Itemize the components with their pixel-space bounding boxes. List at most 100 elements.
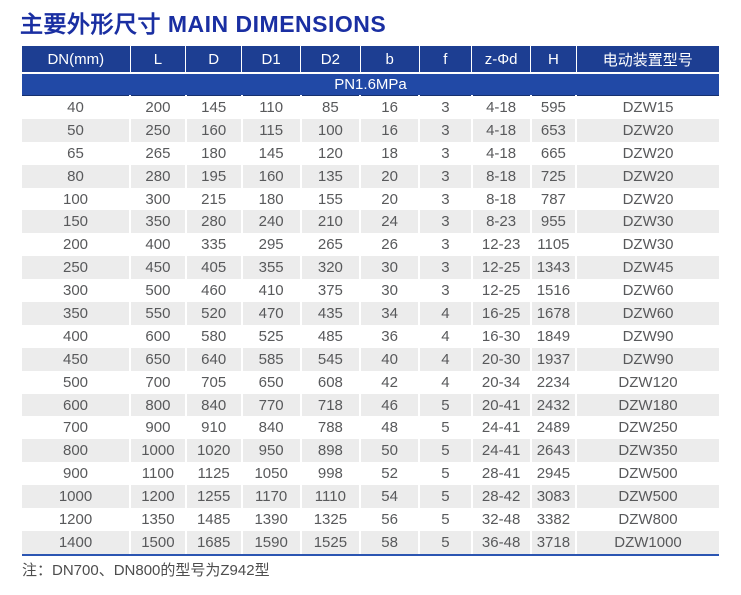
- table-cell: 300: [63, 282, 89, 300]
- table-cell: 5: [418, 530, 472, 554]
- column-header: D2: [300, 46, 360, 74]
- table-cell: DZW250: [575, 416, 719, 440]
- table-cell: 600: [22, 393, 131, 417]
- table-cell: 1678: [529, 302, 577, 325]
- table-cell: 1485: [184, 508, 242, 531]
- table-cell: DZW90: [575, 347, 719, 371]
- table-cell: 155: [299, 187, 360, 211]
- column-header: D1: [241, 46, 301, 74]
- table-cell: 240: [240, 210, 301, 234]
- table-cell: 1050: [240, 462, 301, 486]
- table-cell: 700: [129, 370, 186, 394]
- column-header: L: [129, 46, 186, 74]
- table-cell: 3: [418, 256, 472, 280]
- column-header: D: [185, 46, 242, 74]
- table-cell: 1937: [529, 347, 577, 371]
- table-cell: 3382: [529, 508, 577, 531]
- pn-subheader-row: PN1.6MPa: [22, 73, 719, 96]
- table-cell: 580: [184, 324, 242, 348]
- table-cell: 1125: [184, 462, 242, 486]
- table-cell: DZW60: [575, 302, 719, 325]
- table-cell: 3: [418, 187, 472, 211]
- table-cell: 460: [184, 279, 242, 303]
- table-cell: 1350: [129, 508, 186, 531]
- table-cell: DZW180: [575, 393, 719, 417]
- table-cell: 3718: [529, 530, 577, 554]
- footnote: 注：DN700、DN800的型号为Z942型: [22, 562, 270, 579]
- table-cell: 3083: [529, 485, 577, 509]
- table-cell: 58: [358, 530, 420, 554]
- table-cell: 653: [529, 118, 577, 142]
- table-cell: 900: [129, 416, 186, 440]
- table-cell: 8-23: [470, 210, 531, 234]
- table-cell: 2945: [529, 462, 577, 486]
- table-cell: 950: [240, 439, 301, 463]
- table-cell: DZW1000: [575, 530, 719, 554]
- table-cell: DZW30: [575, 233, 719, 257]
- table-cell: 46: [358, 393, 420, 417]
- table-cell: 52: [358, 462, 420, 486]
- table-cell: 4-18: [470, 118, 531, 142]
- column-header: H: [530, 46, 577, 74]
- table-cell: 1400: [22, 530, 131, 554]
- table-cell: 110: [240, 95, 301, 119]
- table-cell: 600: [129, 324, 186, 348]
- table-row: 500 700 705 650 608 42 4 20-34 2234 DZW120: [22, 370, 719, 394]
- table-cell: 800: [22, 439, 131, 463]
- table-cell: 280: [129, 164, 186, 188]
- table-row: 1200 1350 1485 1390 1325 56 5 32-48 3382 DZW800: [22, 508, 719, 531]
- table-cell: 788: [299, 416, 360, 440]
- table-cell: 400: [63, 327, 89, 345]
- column-header: f: [418, 46, 472, 74]
- table-cell: DZW500: [575, 485, 719, 509]
- table-cell: 1100: [129, 462, 186, 486]
- table-cell: 1343: [529, 256, 577, 280]
- table-cell: 250: [129, 118, 186, 142]
- table-cell: 840: [184, 393, 242, 417]
- table-cell: 26: [358, 233, 420, 257]
- table-row: 100 300 215 180 155 20 3 8-18 787 DZW20: [22, 187, 719, 211]
- table-cell: 4-18: [470, 141, 531, 165]
- table-cell: 1500: [129, 530, 186, 554]
- table-cell: 595: [529, 95, 577, 119]
- table-cell: 1516: [529, 279, 577, 303]
- table-cell: 3: [418, 95, 472, 119]
- table-cell: 135: [299, 164, 360, 188]
- table-cell: 410: [240, 279, 301, 303]
- table-head: DN(mm) L D D1 D2 b f z-Φd H 电动装置型号 PN1.6MPa: [22, 46, 719, 96]
- table-cell: 350: [129, 210, 186, 234]
- table-cell: 180: [240, 187, 301, 211]
- table-cell: 1020: [184, 439, 242, 463]
- table-cell: 85: [299, 95, 360, 119]
- table-row: 40 200 145 110 85 16 3 4-18 595 DZW15: [22, 95, 719, 119]
- table-cell: 5: [418, 416, 472, 440]
- table-cell: 1590: [240, 530, 301, 554]
- table-cell: 215: [184, 187, 242, 211]
- table-cell: 1525: [299, 530, 360, 554]
- table-cell: 30: [358, 279, 420, 303]
- table-cell: 28-42: [470, 485, 531, 509]
- table-cell: 28-41: [470, 462, 531, 486]
- table-cell: 650: [129, 347, 186, 371]
- table-cell: DZW20: [575, 141, 719, 165]
- table-cell: 3: [418, 233, 472, 257]
- table-cell: 700: [63, 419, 89, 437]
- table-cell: 16-25: [470, 302, 531, 325]
- table-cell: 450: [129, 256, 186, 280]
- table-row: 150 350 280 240 210 24 3 8-23 955 DZW30: [22, 210, 719, 234]
- table-cell: 500: [129, 279, 186, 303]
- table-cell: 2432: [529, 393, 577, 417]
- table-cell: 800: [129, 393, 186, 417]
- table-row: 1400 1500 1685 1590 1525 58 5 36-48 3718 DZW1000: [22, 530, 719, 554]
- table-cell: 5: [418, 485, 472, 509]
- table-cell: 998: [299, 462, 360, 486]
- column-header: z-Φd: [470, 46, 531, 74]
- table-cell: DZW20: [575, 118, 719, 142]
- table-cell: 375: [299, 279, 360, 303]
- table-cell: DZW500: [575, 462, 719, 486]
- table-cell: 24-41: [470, 416, 531, 440]
- table-cell: 20: [358, 164, 420, 188]
- table-cell: 8-18: [470, 187, 531, 211]
- table-cell: 120: [299, 141, 360, 165]
